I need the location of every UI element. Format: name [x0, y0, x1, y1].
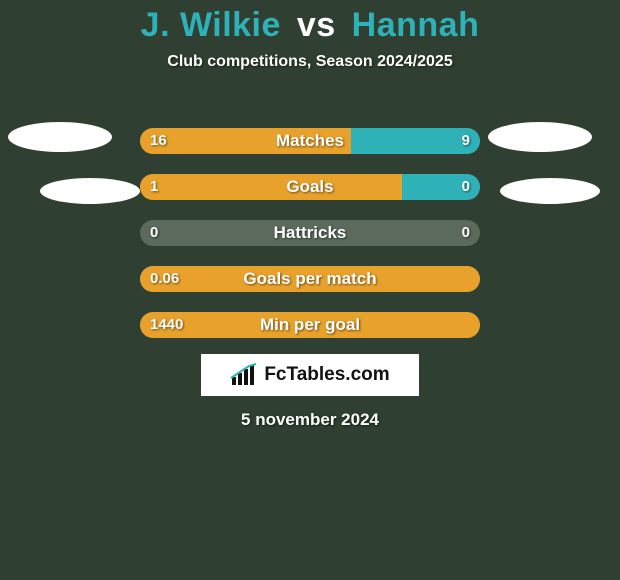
stats-bars: Matches169Goals10Hattricks00Goals per ma… — [0, 120, 620, 350]
stat-bar-right — [351, 128, 480, 154]
subtitle: Club competitions, Season 2024/2025 — [0, 53, 620, 71]
player1-name: J. Wilkie — [141, 6, 281, 44]
stat-bar-track — [140, 174, 480, 200]
stat-row: Hattricks00 — [0, 212, 620, 258]
stat-bar-track — [140, 220, 480, 246]
watermark: FcTables.com — [201, 354, 419, 396]
stat-bar-right — [402, 174, 480, 200]
watermark-text: FcTables.com — [264, 364, 389, 386]
vs-separator: vs — [297, 6, 336, 44]
comparison-infographic: J. Wilkie vs Hannah Club competitions, S… — [0, 0, 620, 580]
stat-bar-left — [140, 312, 480, 338]
stat-row: Goals10 — [0, 166, 620, 212]
player2-name: Hannah — [352, 6, 480, 44]
chart-icon — [230, 363, 258, 387]
date: 5 november 2024 — [0, 410, 620, 430]
stat-bar-track — [140, 312, 480, 338]
stat-bar-track — [140, 266, 480, 292]
watermark-brand: FcTables — [264, 364, 345, 385]
stat-row: Min per goal1440 — [0, 304, 620, 350]
stat-row: Matches169 — [0, 120, 620, 166]
stat-row: Goals per match0.06 — [0, 258, 620, 304]
stat-bar-left — [140, 266, 480, 292]
watermark-suffix: .com — [345, 364, 389, 385]
stat-bar-track — [140, 128, 480, 154]
page-title: J. Wilkie vs Hannah — [0, 0, 620, 45]
stat-bar-left — [140, 128, 351, 154]
stat-bar-left — [140, 174, 402, 200]
